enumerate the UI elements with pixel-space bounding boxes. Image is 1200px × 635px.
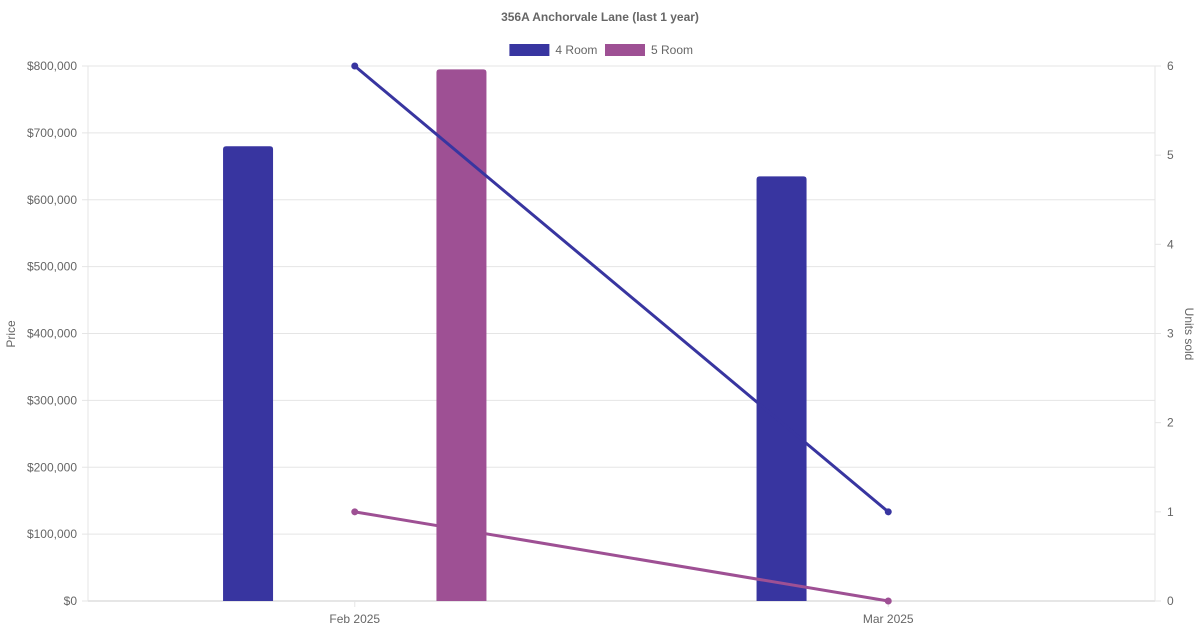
units-line-4-room: [353, 64, 890, 513]
x-tick-label: Feb 2025: [329, 612, 380, 626]
legend: 4 Room 5 Room: [509, 43, 693, 57]
y-right-tick-label: 2: [1167, 416, 1174, 430]
y-left-tick-label: $700,000: [27, 126, 77, 140]
price-bar-4-room: [756, 176, 807, 601]
y-right-tick-label: 6: [1167, 59, 1174, 73]
legend-label-4-room: 4 Room: [555, 43, 597, 57]
price-bar-5-room: [436, 69, 487, 601]
legend-swatch-4-room: [509, 44, 550, 56]
line-series: [351, 62, 892, 605]
y-right-tick-label: 0: [1167, 594, 1174, 608]
x-tick-label: Mar 2025: [863, 612, 914, 626]
y-left-tick-label: $600,000: [27, 193, 77, 207]
bar-series: [223, 69, 807, 601]
units-point-5-room: [351, 508, 359, 516]
chart-title: 356A Anchorvale Lane (last 1 year): [501, 10, 699, 24]
y-left-tick-label: $500,000: [27, 260, 77, 274]
y-axis-left-label: Price: [4, 320, 18, 348]
y-left-tick-label: $400,000: [27, 327, 77, 341]
y-left-tick-label: $300,000: [27, 393, 77, 407]
y-right-tick-label: 1: [1167, 505, 1174, 519]
y-right-tick-label: 4: [1167, 237, 1174, 251]
y-left-tick-label: $100,000: [27, 527, 77, 541]
y-right-tick-label: 5: [1167, 148, 1174, 162]
y-left-tick-label: $800,000: [27, 59, 77, 73]
y-right-tick-label: 3: [1167, 327, 1174, 341]
price-bar-4-room: [223, 146, 274, 601]
units-line-5-room: [354, 510, 889, 603]
legend-label-5-room: 5 Room: [651, 43, 693, 57]
units-point-4-room: [884, 508, 892, 516]
y-left-tick-label: $200,000: [27, 460, 77, 474]
units-point-5-room: [884, 597, 892, 605]
y-axis-right-label: Units sold: [1182, 308, 1196, 361]
y-left-tick-label: $0: [64, 594, 78, 608]
axes: $0 $100,000 $200,000 $300,000 $400,000 $500,0…: [27, 59, 1174, 626]
legend-swatch-5-room: [605, 44, 645, 56]
units-point-4-room: [351, 62, 359, 70]
